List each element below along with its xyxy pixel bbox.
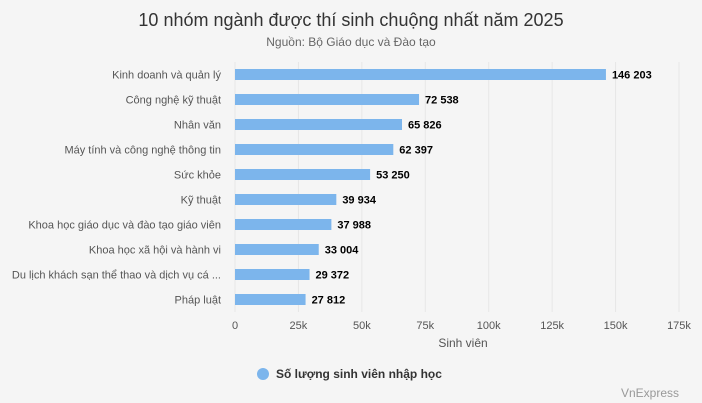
chart-subtitle: Nguồn: Bộ Giáo dục và Đào tạo (266, 35, 436, 49)
bar[interactable] (235, 119, 403, 130)
x-tick-labels: 0 25k 50k 75k 100k 125k 150k 175k (232, 320, 691, 332)
data-label: 146 203 (612, 70, 652, 82)
bar[interactable] (235, 219, 332, 230)
data-label: 33 004 (325, 245, 360, 257)
x-tick-label: 50k (353, 320, 371, 332)
data-label: 72 538 (425, 95, 459, 107)
data-label: 65 826 (408, 120, 442, 132)
x-axis-title: Sinh viên (438, 336, 487, 350)
category-labels: Kinh doanh và quản lý Công nghệ kỹ thuật N… (12, 70, 222, 307)
legend-marker (257, 368, 269, 380)
bar[interactable] (235, 269, 310, 280)
data-label: 37 988 (337, 220, 371, 232)
bar[interactable] (235, 69, 606, 80)
bar[interactable] (235, 169, 371, 180)
category-label: Kinh doanh và quản lý (112, 70, 221, 82)
data-label: 29 372 (316, 270, 350, 282)
data-label: 62 397 (399, 145, 433, 157)
data-label: 27 812 (312, 295, 346, 307)
bar[interactable] (235, 244, 319, 255)
x-tick-label: 100k (477, 320, 501, 332)
bar[interactable] (235, 144, 394, 155)
bar[interactable] (235, 194, 337, 205)
category-label: Pháp luật (175, 295, 221, 307)
x-tick-label: 25k (290, 320, 308, 332)
bars (235, 69, 606, 305)
legend[interactable]: Số lượng sinh viên nhập học (257, 367, 442, 381)
x-tick-label: 175k (667, 320, 691, 332)
bar[interactable] (235, 294, 306, 305)
chart-title: 10 nhóm ngành được thí sinh chuộng nhất … (138, 10, 563, 30)
data-label: 39 934 (342, 195, 377, 207)
category-label: Kỹ thuật (181, 195, 221, 207)
legend-label[interactable]: Số lượng sinh viên nhập học (276, 367, 442, 381)
x-tick-label: 0 (232, 320, 238, 332)
category-label: Máy tính và công nghệ thông tin (64, 145, 221, 157)
category-label: Sức khỏe (174, 170, 221, 182)
credit-label: VnExpress (621, 386, 679, 400)
category-label: Công nghệ kỹ thuật (126, 95, 221, 107)
data-label: 53 250 (376, 170, 410, 182)
data-labels: 146 203 72 538 65 826 62 397 53 250 39 934 37 … (312, 70, 652, 307)
x-tick-label: 150k (604, 320, 628, 332)
category-label: Khoa học giáo dục và đào tạo giáo viên (28, 220, 221, 232)
category-label: Du lịch khách sạn thể thao và dịch vụ cá… (12, 270, 221, 282)
category-label: Khoa học xã hội và hành vi (89, 245, 221, 257)
category-label: Nhân văn (174, 120, 221, 132)
bar[interactable] (235, 94, 420, 105)
x-tick-label: 75k (416, 320, 434, 332)
x-tick-label: 125k (540, 320, 564, 332)
